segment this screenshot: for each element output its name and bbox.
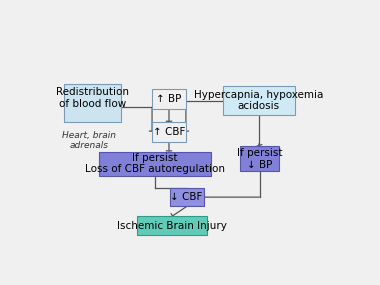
FancyBboxPatch shape: [137, 216, 207, 235]
Text: ↑ BP: ↑ BP: [156, 94, 182, 104]
FancyBboxPatch shape: [64, 84, 121, 122]
Text: Ischemic Brain Injury: Ischemic Brain Injury: [117, 221, 227, 231]
FancyBboxPatch shape: [241, 146, 279, 171]
Text: If persist
↓ BP: If persist ↓ BP: [237, 148, 282, 170]
Text: ↓ CBF: ↓ CBF: [171, 192, 203, 202]
Text: Redistribution
of blood flow: Redistribution of blood flow: [56, 87, 129, 109]
FancyBboxPatch shape: [152, 89, 186, 109]
Text: Hypercapnia, hypoxemia
acidosis: Hypercapnia, hypoxemia acidosis: [194, 90, 323, 111]
FancyBboxPatch shape: [170, 188, 204, 206]
Text: ↑ CBF: ↑ CBF: [153, 127, 185, 137]
FancyBboxPatch shape: [99, 152, 211, 176]
FancyBboxPatch shape: [152, 122, 186, 142]
Text: If persist
Loss of CBF autoregulation: If persist Loss of CBF autoregulation: [85, 153, 225, 174]
Text: Heart, brain
adrenals: Heart, brain adrenals: [62, 131, 116, 150]
FancyBboxPatch shape: [223, 86, 295, 115]
